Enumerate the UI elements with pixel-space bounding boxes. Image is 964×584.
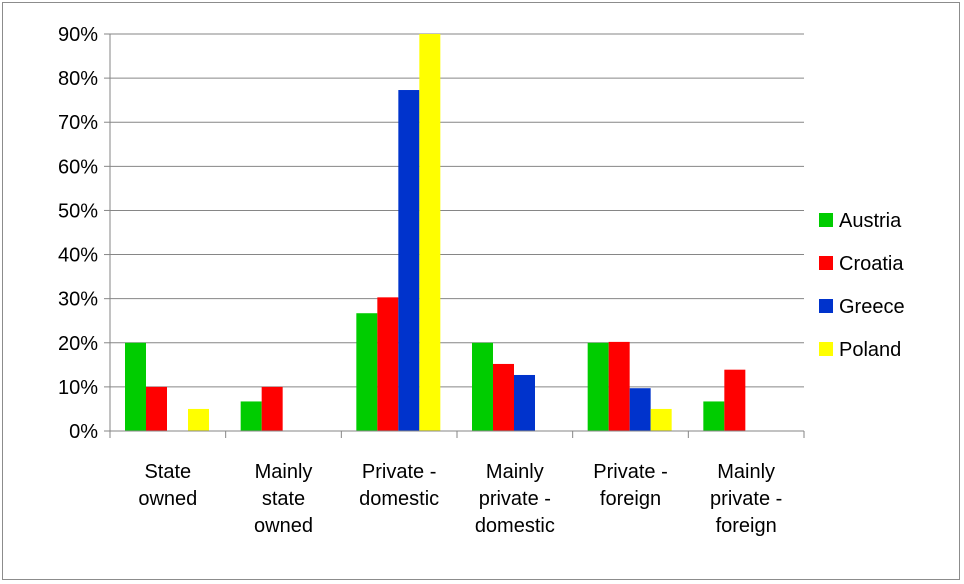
gridlines xyxy=(110,33,804,432)
bar-croatia xyxy=(146,386,167,431)
category-label: owned xyxy=(138,488,197,510)
bar-austria xyxy=(356,313,378,431)
category-label: Mainly xyxy=(717,461,775,483)
y-tick-label: 10% xyxy=(58,377,98,399)
y-tick-label: 20% xyxy=(58,333,98,355)
category-labels: State owned Mainly state owned Private - domes… xyxy=(138,461,782,537)
category-label: domestic xyxy=(475,515,555,537)
legend-label: Poland xyxy=(839,339,901,361)
bar-croatia xyxy=(608,341,630,431)
category-label: private - xyxy=(479,488,551,510)
category-label: Mainly xyxy=(486,461,544,483)
y-tick-label: 40% xyxy=(58,245,98,267)
legend-label: Croatia xyxy=(839,253,904,275)
y-tick-label: 70% xyxy=(58,112,98,134)
bar-greece xyxy=(398,90,420,431)
y-tick-label: 60% xyxy=(58,156,98,178)
legend-label: Austria xyxy=(839,210,902,232)
bar-poland xyxy=(419,34,441,431)
category-label: state xyxy=(262,488,305,510)
legend: Austria Croatia Greece Poland xyxy=(819,210,905,361)
bar-croatia xyxy=(261,386,283,431)
legend-swatch-poland xyxy=(819,342,833,356)
legend-label: Greece xyxy=(839,296,905,318)
bars xyxy=(125,34,746,431)
bar-austria xyxy=(240,401,262,431)
category-label: foreign xyxy=(716,515,777,537)
axes xyxy=(104,33,805,438)
y-tick-label: 80% xyxy=(58,68,98,90)
category-label: owned xyxy=(254,515,313,537)
y-tick-label: 0% xyxy=(69,421,98,443)
y-tick-label: 30% xyxy=(58,289,98,311)
legend-swatch-croatia xyxy=(819,256,833,270)
bar-poland xyxy=(188,408,209,431)
bar-greece xyxy=(629,388,651,431)
bar-austria xyxy=(125,342,146,431)
category-label: Private - xyxy=(593,461,667,483)
category-label: State xyxy=(144,461,191,483)
legend-swatch-austria xyxy=(819,213,833,227)
y-tick-label: 90% xyxy=(58,24,98,46)
bar-austria xyxy=(703,401,725,431)
category-label: foreign xyxy=(600,488,661,510)
y-tick-label: 50% xyxy=(58,200,98,222)
bar-austria xyxy=(472,342,493,431)
category-label: Private - xyxy=(362,461,436,483)
bar-poland xyxy=(650,408,672,431)
bar-greece xyxy=(514,374,535,431)
legend-swatch-greece xyxy=(819,299,833,313)
y-tick-labels: 0% 10% 20% 30% 40% 50% 60% 70% 80% 90% xyxy=(58,24,98,443)
category-label: Mainly xyxy=(255,461,313,483)
category-label: private - xyxy=(710,488,782,510)
bar-austria xyxy=(587,342,609,431)
bar-croatia xyxy=(493,363,514,431)
bar-croatia xyxy=(377,297,399,431)
bar-croatia xyxy=(724,369,746,431)
category-label: domestic xyxy=(359,488,439,510)
